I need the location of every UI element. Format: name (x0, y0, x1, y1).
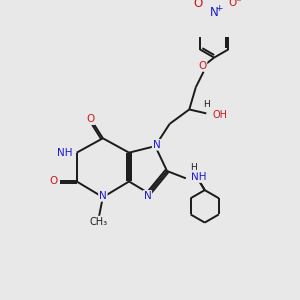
Text: O: O (194, 0, 203, 10)
Text: O: O (86, 114, 95, 124)
Text: N: N (210, 6, 218, 19)
Text: NH: NH (190, 172, 206, 182)
Text: H: H (203, 100, 210, 109)
Text: +: + (215, 4, 223, 13)
Text: N: N (153, 140, 160, 150)
Text: O: O (198, 61, 206, 71)
Text: O⁻: O⁻ (228, 0, 242, 8)
Text: H: H (190, 163, 197, 172)
Text: N: N (143, 191, 151, 201)
Text: OH: OH (212, 110, 227, 120)
Text: O: O (50, 176, 58, 187)
Text: CH₃: CH₃ (90, 217, 108, 226)
Text: N: N (99, 191, 107, 201)
Text: NH: NH (57, 148, 73, 158)
